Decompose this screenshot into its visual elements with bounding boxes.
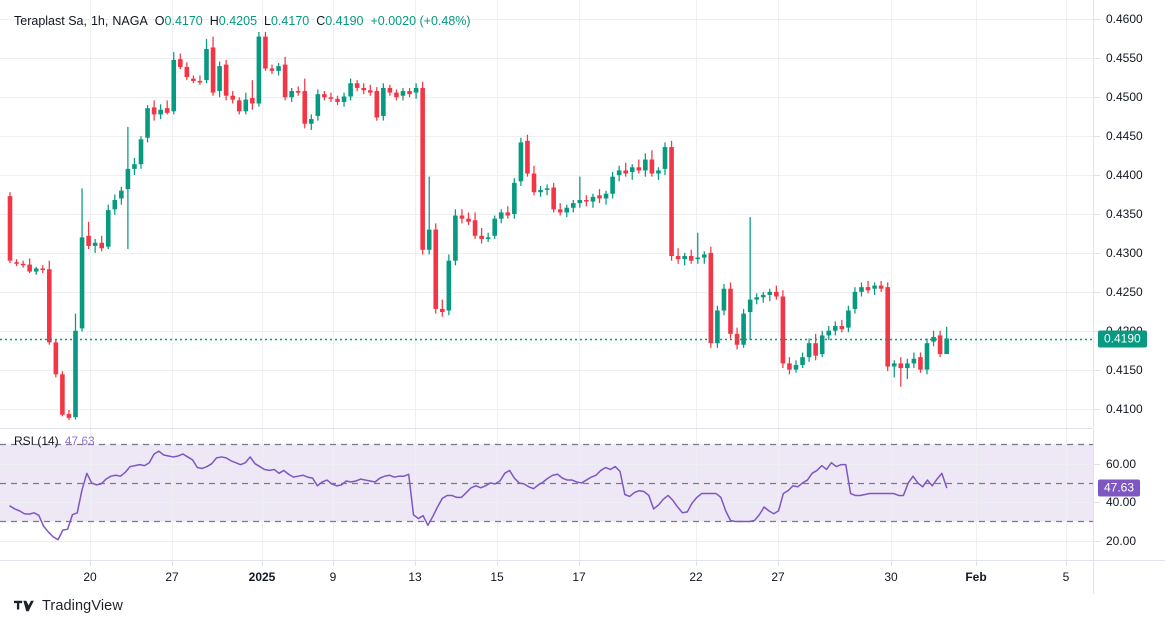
time-axis-label: 22 [689, 570, 703, 584]
pane-divider[interactable] [0, 428, 1093, 429]
price-axis-label: 0.4500 [1106, 90, 1143, 105]
legend-close-key: C [316, 14, 326, 28]
time-axis-label: 9 [329, 570, 337, 584]
price-axis-tick [1094, 136, 1100, 138]
time-axis-label: 20 [83, 570, 97, 584]
candlestick-plot[interactable] [0, 0, 1093, 428]
price-pane[interactable] [0, 0, 1093, 428]
price-axis-label: 0.4600 [1106, 12, 1143, 27]
rsi-pane[interactable]: RSI (14) 47.63 [0, 429, 1093, 560]
current-price-badge[interactable]: 0.4190 [1098, 330, 1147, 347]
price-axis-label: 0.4150 [1106, 362, 1143, 377]
legend-high-value: 0.4205 [218, 14, 258, 28]
price-axis-tick [1094, 369, 1100, 371]
time-axis-tick [262, 561, 263, 566]
price-axis-tick [1094, 97, 1100, 99]
price-axis-tick [1094, 252, 1100, 254]
legend-open-value: 0.4170 [164, 14, 203, 28]
rsi-axis-label: 20.00 [1106, 533, 1137, 548]
rsi-value-badge[interactable]: 47.63 [1098, 479, 1141, 496]
time-axis-label: 27 [165, 570, 179, 584]
price-axis-label: 0.4550 [1106, 51, 1143, 66]
legend-change: +0.0020 (+0.48%) [370, 14, 471, 28]
legend-high-key: H [209, 14, 219, 28]
chart-legend[interactable]: Teraplast Sa, 1h, NAGA O0.4170 H0.4205 L0.417… [14, 14, 471, 28]
rsi-axis-label: 40.00 [1106, 495, 1137, 510]
time-axis-label: 17 [572, 570, 586, 584]
legend-symbol[interactable]: Teraplast Sa [14, 14, 84, 28]
time-axis-tick [579, 561, 580, 566]
axis-corner [1093, 560, 1165, 594]
price-axis-tick [1094, 291, 1100, 293]
price-axis-label: 0.4450 [1106, 129, 1143, 144]
legend-interval[interactable]: 1h [90, 14, 105, 28]
price-axis-tick [1094, 58, 1100, 60]
rsi-axis-tick [1094, 502, 1100, 504]
tradingview-mark-icon [14, 599, 35, 613]
legend-close-value: 0.4190 [325, 14, 364, 28]
time-axis-tick [90, 561, 91, 566]
time-axis-label: Feb [965, 570, 987, 584]
time-axis-label: 2025 [248, 570, 276, 584]
time-axis-tick [891, 561, 892, 566]
time-axis-label: 30 [884, 570, 898, 584]
tradingview-logo[interactable]: TradingView [14, 598, 123, 614]
time-axis-tick [976, 561, 977, 566]
legend-low-value: 0.4170 [270, 14, 310, 28]
rsi-axis-tick [1094, 540, 1100, 542]
price-axis[interactable]: 0.4600 0.4550 0.4500 0.4450 0.4400 0.4350 0.43… [1093, 0, 1165, 428]
time-axis-tick [172, 561, 173, 566]
price-axis-tick [1094, 214, 1100, 215]
legend-low-key: L [264, 14, 271, 28]
time-axis-label: 13 [408, 570, 422, 584]
price-axis-label: 0.4100 [1106, 401, 1143, 416]
time-axis-tick [415, 561, 416, 566]
price-axis-tick [1094, 330, 1100, 332]
rsi-axis-tick [1094, 463, 1100, 465]
rsi-legend-title[interactable]: RSI (14) [14, 434, 59, 448]
rsi-plot[interactable] [0, 429, 1093, 560]
rsi-axis[interactable]: 60.00 40.00 20.00 47.63 [1093, 429, 1165, 560]
time-axis-label: 15 [490, 570, 504, 584]
time-axis-tick [1066, 561, 1067, 566]
legend-exchange: NAGA [112, 14, 148, 28]
price-axis-tick [1094, 408, 1100, 410]
legend-open-key: O [154, 14, 165, 28]
time-axis-label: 5 [1062, 570, 1070, 584]
price-axis-tick [1094, 175, 1100, 177]
time-axis-label: 27 [771, 570, 785, 584]
rsi-axis-label: 60.00 [1106, 456, 1137, 471]
time-axis-tick [696, 561, 697, 566]
price-axis-tick [1094, 19, 1100, 21]
time-axis-tick [778, 561, 779, 566]
tradingview-wordmark: TradingView [42, 598, 123, 614]
price-axis-label: 0.4300 [1106, 245, 1143, 260]
time-axis-tick [333, 561, 334, 566]
time-axis[interactable]: 20 27 2025 9 13 15 17 22 27 30 Feb 5 [0, 560, 1093, 594]
price-axis-label: 0.4400 [1106, 168, 1143, 183]
rsi-legend[interactable]: RSI (14) 47.63 [14, 434, 95, 448]
price-axis-label: 0.4250 [1106, 284, 1143, 299]
rsi-legend-value: 47.63 [64, 434, 95, 448]
time-axis-tick [497, 561, 498, 566]
price-axis-label: 0.4350 [1106, 207, 1143, 221]
